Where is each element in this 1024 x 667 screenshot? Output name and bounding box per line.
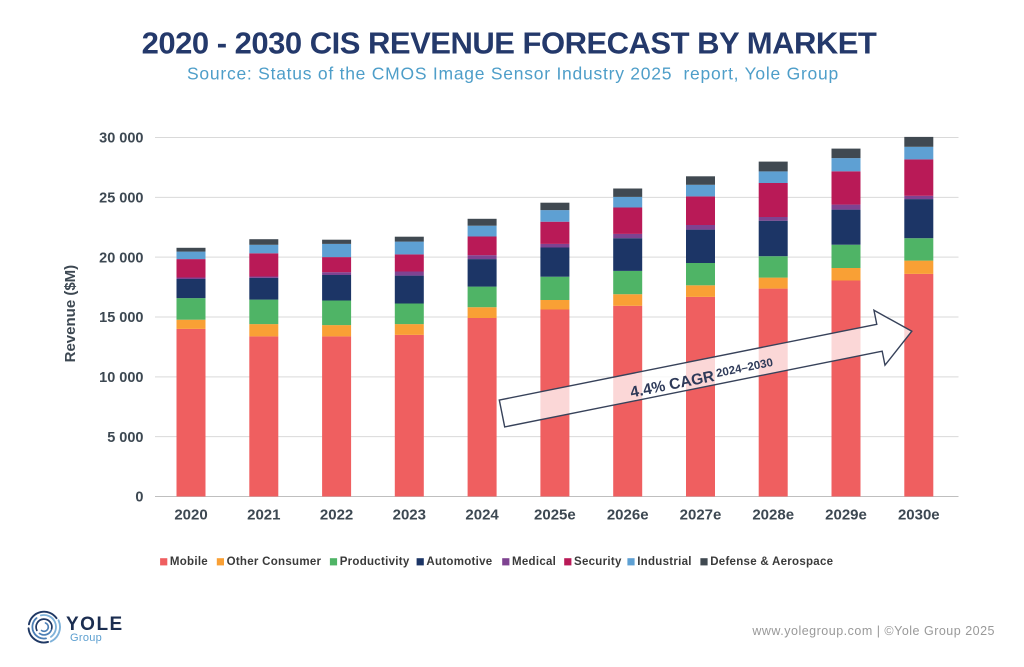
svg-text:2030e: 2030e: [898, 507, 940, 524]
svg-text:Defense & Aerospace: Defense & Aerospace: [710, 556, 833, 568]
svg-text:2025e: 2025e: [534, 507, 576, 524]
svg-text:Mobile: Mobile: [170, 556, 208, 568]
svg-text:5 000: 5 000: [107, 430, 143, 446]
svg-text:15 000: 15 000: [99, 310, 143, 326]
svg-text:2022: 2022: [320, 507, 353, 524]
svg-text:10 000: 10 000: [99, 370, 143, 386]
svg-text:2026e: 2026e: [607, 507, 649, 524]
svg-text:30 000: 30 000: [99, 131, 143, 147]
svg-text:2020: 2020: [174, 507, 207, 524]
svg-text:www.yolegroup.com | ©Yole Grou: www.yolegroup.com | ©Yole Group 2025: [751, 624, 995, 638]
svg-text:Productivity: Productivity: [340, 556, 410, 568]
svg-text:YOLE: YOLE: [66, 614, 124, 635]
svg-text:0: 0: [135, 490, 143, 506]
svg-text:25 000: 25 000: [99, 191, 143, 207]
svg-text:Group: Group: [70, 632, 102, 644]
svg-text:2023: 2023: [393, 507, 426, 524]
svg-text:2027e: 2027e: [680, 507, 722, 524]
svg-text:20 000: 20 000: [99, 250, 143, 266]
svg-text:Medical: Medical: [512, 556, 556, 568]
svg-text:Revenue ($M): Revenue ($M): [62, 265, 79, 363]
svg-text:2021: 2021: [247, 507, 280, 524]
svg-text:Security: Security: [574, 556, 622, 568]
svg-text:Industrial: Industrial: [637, 556, 692, 568]
svg-text:2028e: 2028e: [752, 507, 794, 524]
svg-text:Automotive: Automotive: [426, 556, 492, 568]
svg-text:2024: 2024: [465, 507, 499, 524]
svg-text:Source: Status of the CMOS Ima: Source: Status of the CMOS Image Sensor …: [187, 64, 839, 84]
svg-text:2029e: 2029e: [825, 507, 867, 524]
svg-text:2020 - 2030 CIS REVENUE FORECA: 2020 - 2030 CIS REVENUE FORECAST BY MARK…: [142, 26, 877, 61]
svg-text:Other Consumer: Other Consumer: [227, 556, 322, 568]
